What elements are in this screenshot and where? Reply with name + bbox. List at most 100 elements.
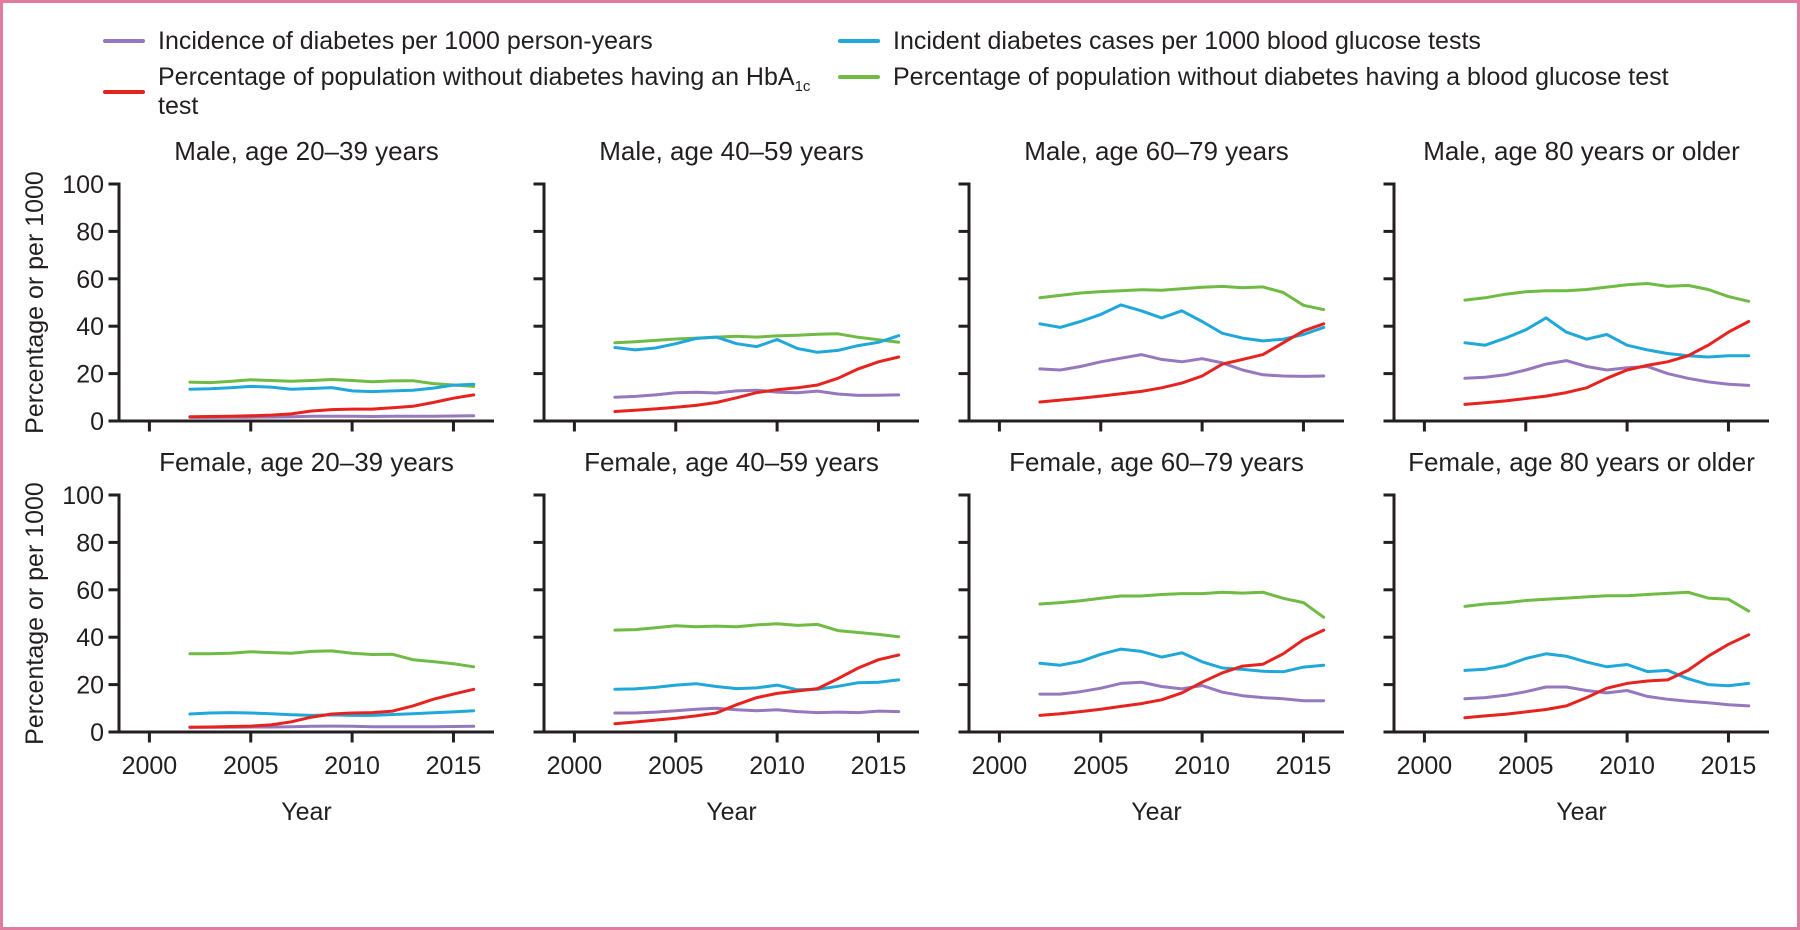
legend-column-left: Incidence of diabetes per 1000 person-ye… (103, 27, 838, 120)
series-line (613, 653, 901, 726)
legend-item-glucose-test: Percentage of population without diabete… (838, 63, 1669, 92)
x-tick-label: 2000 (122, 752, 178, 780)
y-tick-label: 80 (76, 530, 104, 558)
subplot-female-60-79: Female, age 60–79 years 2000 2005 2010 2015 Y… (958, 447, 1344, 826)
series-line (188, 383, 476, 394)
subplot-female-20-39: Female, age 20–39 years 0 20 40 60 80 100 2000 2… (21, 447, 494, 826)
subplot-row-male: Male, age 20–39 years 0 20 40 60 80 100 Percent… (19, 132, 1797, 443)
series-line (1463, 359, 1751, 388)
subplot-female-80-older: Female, age 80 years or older 2000 2005 201… (1383, 447, 1769, 826)
series-line (1038, 628, 1326, 718)
subplot-title: Male, age 60–79 years (1024, 136, 1289, 166)
series-line (1038, 322, 1326, 404)
x-axis-title: Year (281, 798, 332, 826)
series-line (1038, 353, 1326, 379)
legend-column-right: Incident diabetes cases per 1000 blood g… (838, 27, 1669, 120)
legend-swatch-incident-cases (838, 39, 880, 44)
series-line (1463, 320, 1751, 407)
y-tick-label: 60 (76, 577, 104, 605)
legend-label-incidence: Incidence of diabetes per 1000 person-ye… (158, 27, 653, 55)
legend-label-hba1c-sub: 1c (794, 77, 811, 95)
subplot-title: Male, age 20–39 years (174, 136, 439, 166)
subplot-female-40-59: Female, age 40–59 years 2000 2005 2010 2015 Y… (533, 447, 919, 826)
x-axis-title: Year (1131, 798, 1182, 826)
x-tick-label: 2000 (972, 752, 1028, 780)
x-tick-label: 2010 (324, 752, 380, 780)
y-tick-label: 40 (76, 313, 104, 341)
legend-label-hba1c-test: Percentage of population without diabete… (158, 63, 838, 121)
x-tick-label: 2010 (1599, 752, 1655, 780)
y-axis-title: Percentage or per 1000 (21, 482, 49, 745)
series-line (613, 707, 901, 715)
series-line (1463, 590, 1751, 613)
y-tick-label: 20 (76, 672, 104, 700)
series-line (188, 393, 476, 419)
subplot-title: Female, age 20–39 years (159, 447, 454, 477)
axis-spines (542, 493, 919, 734)
subplot-title: Male, age 80 years or older (1423, 136, 1740, 166)
series-line (1463, 633, 1751, 720)
legend-item-incidence: Incidence of diabetes per 1000 person-ye… (103, 27, 838, 56)
series-line (1038, 680, 1326, 703)
series-line (613, 622, 901, 639)
series-line (613, 334, 901, 355)
legend-label-glucose-test: Percentage of population without diabete… (893, 62, 1669, 91)
legend-swatch-hba1c-test (103, 89, 145, 94)
subplot-title: Female, age 40–59 years (584, 447, 879, 477)
series-line (1038, 285, 1326, 312)
axis-spines (1392, 182, 1769, 423)
x-axis-title: Year (706, 798, 757, 826)
series-line (1463, 282, 1751, 304)
series-line (613, 678, 901, 692)
legend-item-incident-cases: Incident diabetes cases per 1000 blood g… (838, 27, 1669, 56)
y-axis-title: Percentage or per 1000 (21, 171, 49, 434)
x-tick-label: 2015 (426, 752, 482, 780)
x-tick-label: 2010 (1174, 752, 1230, 780)
x-tick-label: 2005 (223, 752, 279, 780)
x-tick-label: 2015 (1701, 752, 1757, 780)
axis-spines (967, 493, 1344, 734)
subplot-title: Female, age 80 years or older (1408, 447, 1755, 477)
y-tick-label: 100 (62, 171, 104, 199)
x-tick-label: 2015 (851, 752, 907, 780)
series-line (1038, 590, 1326, 620)
y-tick-label: 20 (76, 361, 104, 389)
subplot-male-80-older: Male, age 80 years or older (1383, 136, 1769, 432)
x-tick-label: 2015 (1276, 752, 1332, 780)
x-tick-label: 2000 (547, 752, 603, 780)
legend-label-incident-cases: Incident diabetes cases per 1000 blood g… (893, 27, 1481, 55)
series-line (613, 355, 901, 414)
axis-spines (542, 182, 919, 423)
subplot-male-60-79: Male, age 60–79 years (958, 136, 1344, 432)
x-tick-label: 2005 (1498, 752, 1554, 780)
y-tick-label: 0 (90, 408, 104, 436)
axis-spines (117, 182, 494, 423)
legend-label-hba1c-pre: Percentage of population without diabete… (158, 62, 795, 91)
subplot-title: Female, age 60–79 years (1009, 447, 1304, 477)
legend: Incidence of diabetes per 1000 person-ye… (3, 3, 1797, 120)
y-tick-label: 40 (76, 624, 104, 652)
subplot-male-40-59: Male, age 40–59 years (533, 136, 919, 432)
x-tick-label: 2005 (648, 752, 704, 780)
x-tick-label: 2010 (749, 752, 805, 780)
series-line (188, 649, 476, 669)
y-tick-label: 60 (76, 266, 104, 294)
x-tick-label: 2000 (1397, 752, 1453, 780)
series-line (1038, 647, 1326, 674)
subplot-male-20-39: Male, age 20–39 years 0 20 40 60 80 100 Percent… (21, 136, 494, 436)
subplot-row-female: Female, age 20–39 years 0 20 40 60 80 100 2000 2… (19, 443, 1797, 832)
series-line (1038, 303, 1326, 343)
axis-spines (967, 182, 1344, 423)
series-line (613, 332, 901, 345)
legend-swatch-incidence (103, 39, 145, 44)
x-tick-label: 2005 (1073, 752, 1129, 780)
series-line (188, 378, 476, 389)
subplot-grid: Male, age 20–39 years 0 20 40 60 80 100 Percent… (3, 132, 1797, 832)
legend-label-hba1c-post: test (158, 91, 199, 120)
axis-spines (1392, 493, 1769, 734)
subplot-title: Male, age 40–59 years (599, 136, 864, 166)
legend-item-hba1c-test: Percentage of population without diabete… (103, 63, 838, 121)
series-line (613, 388, 901, 400)
series-line (1463, 652, 1751, 688)
